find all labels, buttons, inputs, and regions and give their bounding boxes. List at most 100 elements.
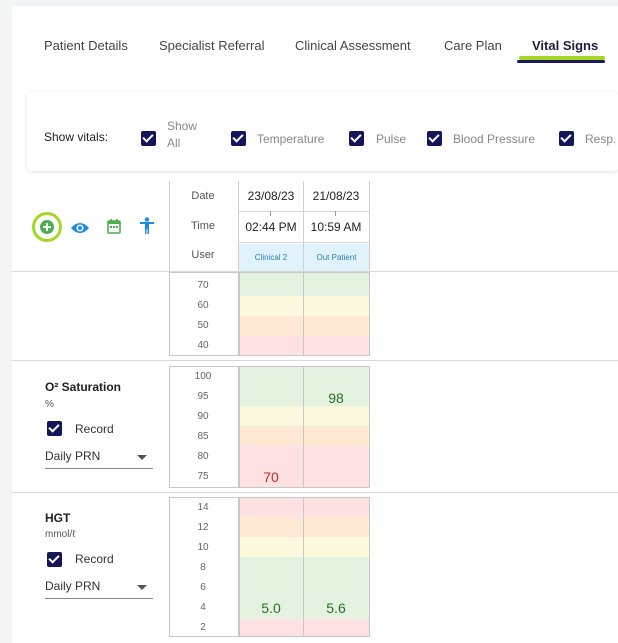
- column-divider: [303, 181, 304, 271]
- hgt-reading-value[interactable]: 5.6: [326, 600, 346, 616]
- tick-mark: [270, 211, 271, 216]
- column-divider: [369, 181, 370, 271]
- scale-tick: 50: [197, 320, 209, 331]
- range-band-critical: [239, 619, 369, 637]
- tab-bar: Patient Details Specialist Referral Clin…: [12, 6, 618, 72]
- pulse-label: Pulse: [376, 132, 407, 146]
- scale-tick: 85: [197, 431, 209, 442]
- date-row-label: Date: [191, 190, 215, 202]
- show-all-checkbox[interactable]: [141, 131, 156, 146]
- hgt-record-checkbox[interactable]: [47, 552, 62, 567]
- hgt-frequency-select[interactable]: Daily PRN: [45, 576, 153, 599]
- hgt-title: HGT: [45, 511, 71, 525]
- scale-tick: 14: [197, 502, 209, 513]
- data-column: [239, 497, 304, 637]
- resp-checkbox[interactable]: [559, 131, 574, 146]
- o2-record-checkbox[interactable]: [47, 421, 62, 436]
- data-column: [239, 272, 304, 356]
- pulse-checkbox[interactable]: [349, 131, 364, 146]
- header-divider: [169, 181, 170, 271]
- o2-saturation-title: O² Saturation: [45, 380, 122, 394]
- o2-reading-value[interactable]: 98: [328, 390, 344, 406]
- tab-vital-signs[interactable]: Vital Signs: [532, 38, 599, 53]
- resp-label: Resp.: [585, 132, 617, 146]
- section-divider: [12, 360, 618, 361]
- o2-frequency-select[interactable]: Daily PRN: [45, 446, 153, 469]
- time-row-label: Time: [190, 220, 216, 232]
- o2-reading-value[interactable]: 70: [263, 469, 279, 485]
- active-tab-indicator: [517, 60, 605, 63]
- tab-clinical-assessment[interactable]: Clinical Assessment: [295, 38, 411, 53]
- scale-tick: 4: [200, 602, 206, 613]
- range-band-critical: [239, 336, 369, 356]
- column-date: 21/08/23: [312, 189, 360, 203]
- range-band-normal: [239, 366, 369, 406]
- o2-record-label: Record: [75, 422, 114, 436]
- scale-tick: 6: [200, 582, 206, 593]
- chevron-down-icon: [137, 455, 147, 460]
- temperature-label: Temperature: [257, 132, 325, 146]
- hgt-reading-value[interactable]: 5.0: [261, 600, 281, 616]
- section-divider: [12, 492, 618, 493]
- scale-tick: 12: [197, 522, 209, 533]
- data-column: [303, 366, 370, 488]
- vitals-filter-card: Show vitals: Show All Temperature Pulse …: [27, 92, 618, 171]
- column-date: 23/08/23: [247, 189, 295, 203]
- user-row-label: User: [191, 249, 215, 261]
- scale-column: [169, 497, 239, 637]
- scale-tick: 75: [197, 471, 209, 482]
- scale-tick: 60: [197, 300, 209, 311]
- range-band-critical: [239, 497, 369, 517]
- scale-tick: 10: [197, 542, 209, 553]
- calendar-icon[interactable]: [107, 218, 121, 234]
- eye-icon[interactable]: [70, 221, 90, 235]
- scale-tick: 70: [197, 280, 209, 291]
- scale-tick: 40: [197, 340, 209, 351]
- chevron-down-icon: [137, 585, 147, 590]
- range-band-critical: [239, 446, 369, 488]
- column-divider: [238, 181, 239, 271]
- range-band-mild: [239, 406, 369, 426]
- section-divider: [12, 271, 618, 272]
- range-band-moderate: [239, 426, 369, 446]
- range-band-mild: [239, 537, 369, 557]
- blood-pressure-checkbox[interactable]: [427, 131, 442, 146]
- hgt-record-label: Record: [75, 552, 114, 566]
- range-band-normal: [239, 272, 369, 296]
- header-row-divider: [238, 211, 369, 212]
- range-band-mild: [239, 296, 369, 316]
- column-time: 10:59 AM: [310, 220, 362, 234]
- person-icon[interactable]: [140, 217, 154, 235]
- show-all-label: Show All: [167, 119, 198, 150]
- scale-tick: 100: [194, 371, 212, 382]
- show-vitals-label: Show vitals:: [44, 130, 109, 144]
- temperature-checkbox[interactable]: [231, 131, 246, 146]
- scale-tick: 80: [197, 451, 209, 462]
- column-user-badge: Out Patient: [304, 244, 369, 271]
- data-column: [303, 497, 370, 637]
- column-time: 02:44 PM: [245, 220, 297, 234]
- range-band-moderate: [239, 316, 369, 336]
- add-record-highlight: [32, 212, 62, 242]
- o2-unit: %: [45, 399, 54, 410]
- column-user-badge: Clinical 2: [239, 244, 303, 271]
- hgt-frequency-value: Daily PRN: [45, 579, 101, 593]
- tab-care-plan[interactable]: Care Plan: [444, 38, 502, 53]
- tab-specialist-referral[interactable]: Specialist Referral: [159, 38, 265, 53]
- vital-signs-panel: Patient Details Specialist Referral Clin…: [12, 6, 618, 643]
- scale-tick: 8: [200, 562, 206, 573]
- scale-tick: 2: [200, 622, 206, 633]
- tab-highlight: [519, 56, 605, 60]
- data-column: [303, 272, 370, 356]
- tab-patient-details[interactable]: Patient Details: [44, 38, 128, 53]
- tick-mark: [335, 211, 336, 216]
- header-row-divider: [238, 242, 369, 243]
- blood-pressure-label: Blood Pressure: [453, 132, 536, 146]
- scale-column: [169, 366, 239, 488]
- add-icon[interactable]: [40, 220, 54, 234]
- hgt-unit: mmol/ℓ: [45, 529, 76, 540]
- scale-column: [169, 272, 239, 356]
- scale-tick: 90: [197, 411, 209, 422]
- range-band-normal: [239, 557, 369, 619]
- o2-frequency-value: Daily PRN: [45, 449, 101, 463]
